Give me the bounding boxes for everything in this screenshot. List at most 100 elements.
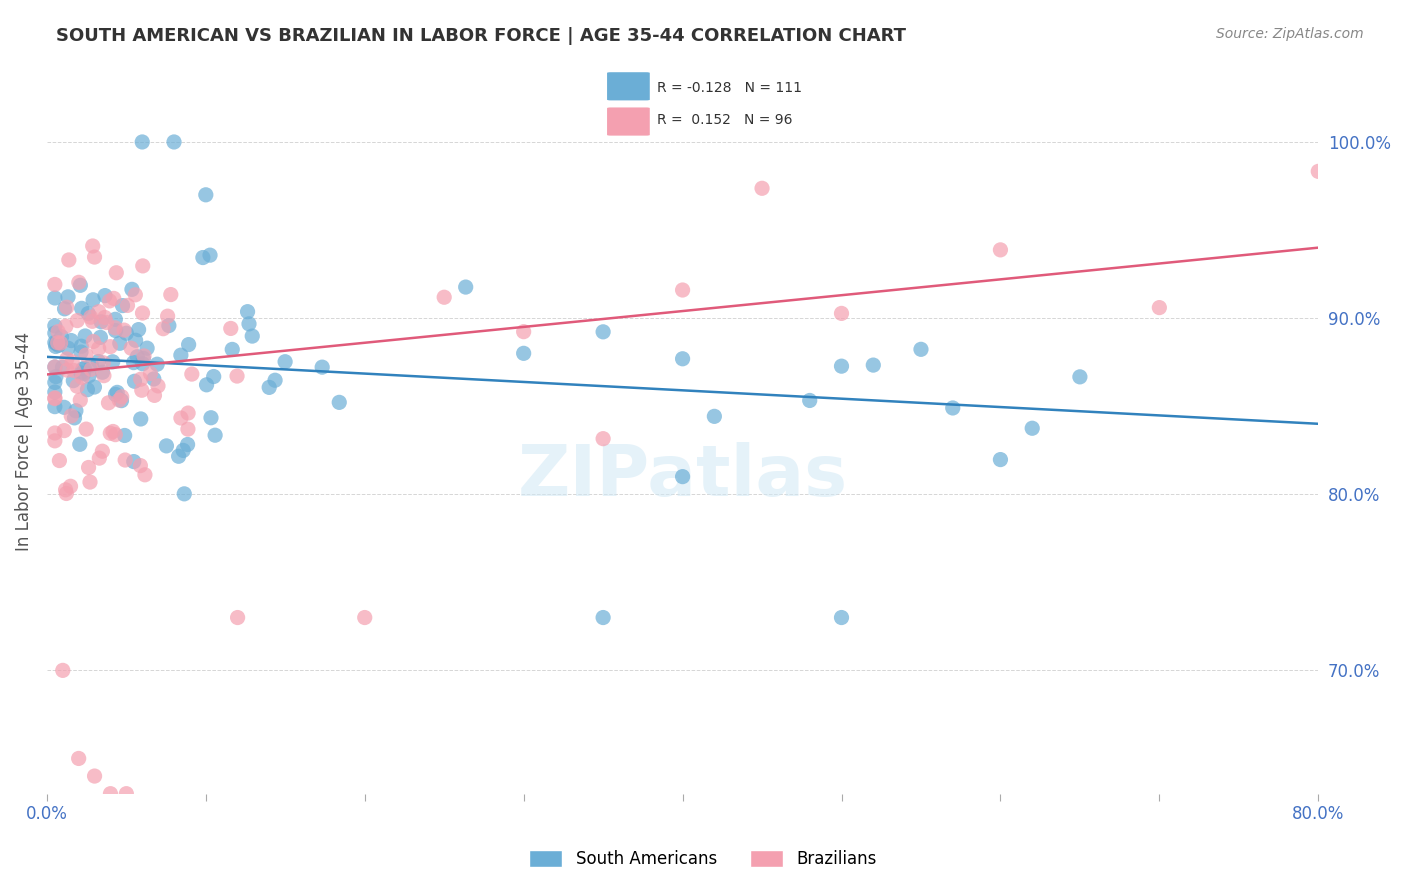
South Americans bbox=[65, 403, 87, 417]
South Americans bbox=[122, 454, 145, 468]
Brazilians bbox=[132, 259, 155, 273]
Brazilians bbox=[80, 362, 103, 376]
South Americans bbox=[44, 385, 66, 400]
South Americans bbox=[115, 326, 138, 341]
South Americans bbox=[76, 383, 98, 397]
South Americans bbox=[105, 385, 128, 400]
South Americans bbox=[101, 355, 124, 369]
Brazilians bbox=[44, 391, 66, 405]
Brazilians bbox=[671, 283, 693, 297]
South Americans bbox=[454, 280, 477, 294]
South Americans bbox=[703, 409, 725, 424]
South Americans bbox=[104, 324, 127, 338]
South Americans bbox=[83, 380, 105, 394]
Brazilians bbox=[104, 427, 127, 442]
South Americans bbox=[44, 291, 66, 305]
South Americans bbox=[512, 346, 534, 360]
South Americans bbox=[77, 368, 100, 383]
South Americans bbox=[62, 374, 84, 388]
Brazilians bbox=[82, 314, 104, 328]
South Americans bbox=[45, 369, 67, 384]
South Americans bbox=[202, 369, 225, 384]
South Americans bbox=[221, 343, 243, 357]
Brazilians bbox=[83, 769, 105, 783]
South Americans bbox=[124, 374, 146, 388]
South Americans bbox=[177, 337, 200, 351]
South Americans bbox=[328, 395, 350, 409]
South Americans bbox=[127, 350, 149, 364]
Brazilians bbox=[62, 363, 84, 377]
Brazilians bbox=[100, 787, 122, 801]
Brazilians bbox=[131, 306, 153, 320]
South Americans bbox=[104, 312, 127, 326]
South Americans bbox=[94, 288, 117, 302]
South Americans bbox=[48, 338, 70, 352]
Y-axis label: In Labor Force | Age 35-44: In Labor Force | Age 35-44 bbox=[15, 332, 32, 551]
South Americans bbox=[70, 366, 93, 380]
South Americans bbox=[69, 278, 91, 293]
Brazilians bbox=[87, 304, 110, 318]
South Americans bbox=[157, 318, 180, 333]
Brazilians bbox=[114, 453, 136, 467]
Brazilians bbox=[83, 250, 105, 264]
Brazilians bbox=[75, 348, 97, 362]
South Americans bbox=[240, 329, 263, 343]
South Americans bbox=[198, 248, 221, 262]
Brazilians bbox=[177, 406, 200, 420]
South Americans bbox=[90, 315, 112, 329]
Brazilians bbox=[91, 444, 114, 458]
Brazilians bbox=[44, 392, 66, 406]
South Americans bbox=[173, 487, 195, 501]
Brazilians bbox=[44, 359, 66, 374]
Brazilians bbox=[58, 252, 80, 267]
South Americans bbox=[264, 373, 287, 387]
South Americans bbox=[191, 251, 214, 265]
South Americans bbox=[910, 343, 932, 357]
South Americans bbox=[131, 357, 153, 371]
Brazilians bbox=[87, 342, 110, 356]
Brazilians bbox=[180, 367, 202, 381]
Brazilians bbox=[103, 292, 125, 306]
Brazilians bbox=[117, 298, 139, 312]
South Americans bbox=[44, 376, 66, 390]
Brazilians bbox=[226, 369, 249, 384]
South Americans bbox=[831, 359, 853, 374]
South Americans bbox=[70, 301, 93, 316]
Brazilians bbox=[53, 424, 76, 438]
Brazilians bbox=[94, 310, 117, 325]
Brazilians bbox=[44, 277, 66, 292]
South Americans bbox=[172, 443, 194, 458]
Brazilians bbox=[433, 290, 456, 304]
Brazilians bbox=[219, 321, 242, 335]
South Americans bbox=[132, 351, 155, 366]
South Americans bbox=[44, 326, 66, 340]
Brazilians bbox=[46, 325, 69, 339]
Brazilians bbox=[170, 411, 193, 425]
Brazilians bbox=[97, 396, 120, 410]
Brazilians bbox=[120, 341, 142, 355]
South Americans bbox=[257, 380, 280, 394]
Brazilians bbox=[48, 453, 70, 467]
Brazilians bbox=[82, 334, 104, 349]
Brazilians bbox=[59, 479, 82, 493]
South Americans bbox=[69, 437, 91, 451]
South Americans bbox=[121, 282, 143, 296]
Brazilians bbox=[108, 392, 131, 407]
South Americans bbox=[146, 357, 169, 371]
South Americans bbox=[200, 410, 222, 425]
South Americans bbox=[176, 437, 198, 451]
South Americans bbox=[72, 367, 94, 381]
South Americans bbox=[124, 333, 146, 347]
Brazilians bbox=[69, 393, 91, 408]
South Americans bbox=[75, 329, 97, 343]
Brazilians bbox=[139, 367, 162, 381]
Brazilians bbox=[96, 316, 118, 330]
South Americans bbox=[82, 293, 104, 307]
South Americans bbox=[63, 410, 86, 425]
Brazilians bbox=[159, 287, 181, 301]
South Americans bbox=[51, 330, 73, 344]
Brazilians bbox=[60, 355, 83, 369]
South Americans bbox=[204, 428, 226, 442]
Brazilians bbox=[226, 610, 249, 624]
Brazilians bbox=[129, 372, 152, 386]
